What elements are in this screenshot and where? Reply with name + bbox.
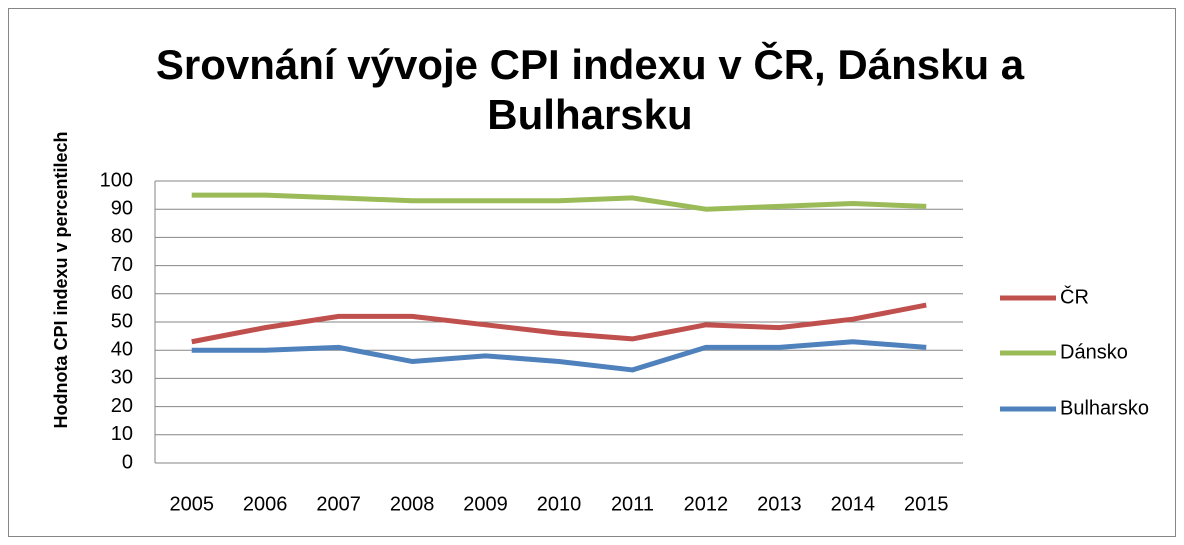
y-tick-label: 50 bbox=[111, 310, 133, 332]
x-tick-label: 2007 bbox=[316, 493, 361, 515]
y-tick-label: 80 bbox=[111, 226, 133, 248]
y-axis-label: Hodnota CPI indexu v percentilech bbox=[51, 131, 71, 428]
y-tick-label: 40 bbox=[111, 338, 133, 360]
x-tick-label: 2009 bbox=[463, 493, 508, 515]
y-tick-label: 30 bbox=[111, 367, 133, 389]
legend-label: Dánsko bbox=[1060, 341, 1128, 363]
chart-title: Srovnání vývoje CPI indexu v ČR, Dánsku … bbox=[155, 41, 1025, 138]
x-tick-label: 2011 bbox=[611, 493, 654, 515]
legend-label: Bulharsko bbox=[1060, 397, 1149, 419]
series-line bbox=[191, 302, 927, 345]
y-tick-label: 60 bbox=[111, 282, 133, 304]
x-tick-label: 2013 bbox=[757, 493, 802, 515]
x-tick-label: 2015 bbox=[904, 493, 949, 515]
x-tick-label: 2010 bbox=[537, 493, 582, 515]
series-line bbox=[191, 192, 927, 212]
chart-border bbox=[8, 8, 1176, 537]
x-tick-label: 2008 bbox=[390, 493, 435, 515]
series-line bbox=[191, 339, 927, 373]
y-tick-label: 90 bbox=[111, 197, 133, 219]
y-tick-label: 0 bbox=[122, 451, 133, 473]
x-tick-label: 2014 bbox=[831, 493, 876, 515]
y-tick-label: 100 bbox=[100, 169, 133, 191]
x-tick-label: 2012 bbox=[684, 493, 729, 515]
y-tick-label: 70 bbox=[111, 254, 133, 276]
x-tick-label: 2005 bbox=[169, 493, 214, 515]
legend-label: ČR bbox=[1060, 285, 1089, 308]
y-tick-label: 10 bbox=[111, 423, 133, 445]
y-tick-label: 20 bbox=[111, 395, 133, 417]
x-tick-label: 2006 bbox=[243, 493, 288, 515]
